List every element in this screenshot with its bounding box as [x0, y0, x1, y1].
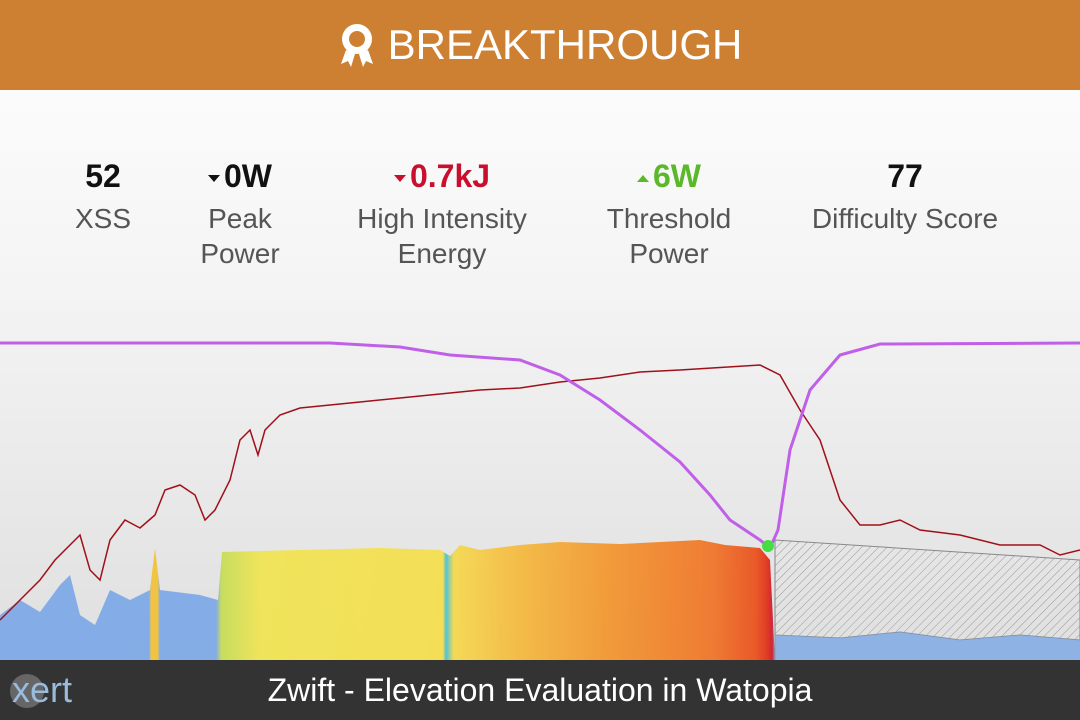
- header: BREAKTHROUGH: [0, 0, 1080, 90]
- metric: 0.7kJ High Intensity Energy: [332, 155, 552, 271]
- metric-value: 77: [887, 158, 923, 194]
- activity-title: Zwift - Elevation Evaluation in Watopia: [267, 672, 813, 708]
- metric-label: Difficulty Score: [811, 203, 999, 234]
- footer: xert Zwift - Elevation Evaluation in Wat…: [0, 660, 1080, 720]
- metric-label: Threshold Power: [606, 203, 732, 269]
- header-title: BREAKTHROUGH: [387, 21, 743, 68]
- metric-label: XSS: [74, 203, 132, 234]
- metric-value: 6W: [653, 158, 701, 194]
- power-line: [0, 364, 1080, 621]
- metric-value: 0W: [224, 158, 272, 194]
- metric: 6W Threshold Power: [594, 155, 744, 271]
- logo: xert: [12, 669, 73, 710]
- mpa-line: [0, 341, 1080, 551]
- metric: 0W Peak Power: [180, 155, 300, 271]
- metric-value: 52: [85, 158, 121, 194]
- metric-label: Peak Power: [200, 203, 280, 269]
- breakthrough-marker: [762, 540, 774, 552]
- logo-dot: [10, 674, 44, 708]
- power-area: [0, 540, 775, 660]
- ribbon-icon: [340, 24, 373, 67]
- metric: 77 Difficulty Score: [775, 155, 1035, 236]
- metric-value: 0.7kJ: [409, 158, 491, 194]
- metric: 52 XSS: [43, 155, 163, 236]
- recovery-area: [775, 632, 1080, 660]
- metric-label: High Intensity Energy: [357, 203, 527, 269]
- activity-chart: [0, 341, 1080, 660]
